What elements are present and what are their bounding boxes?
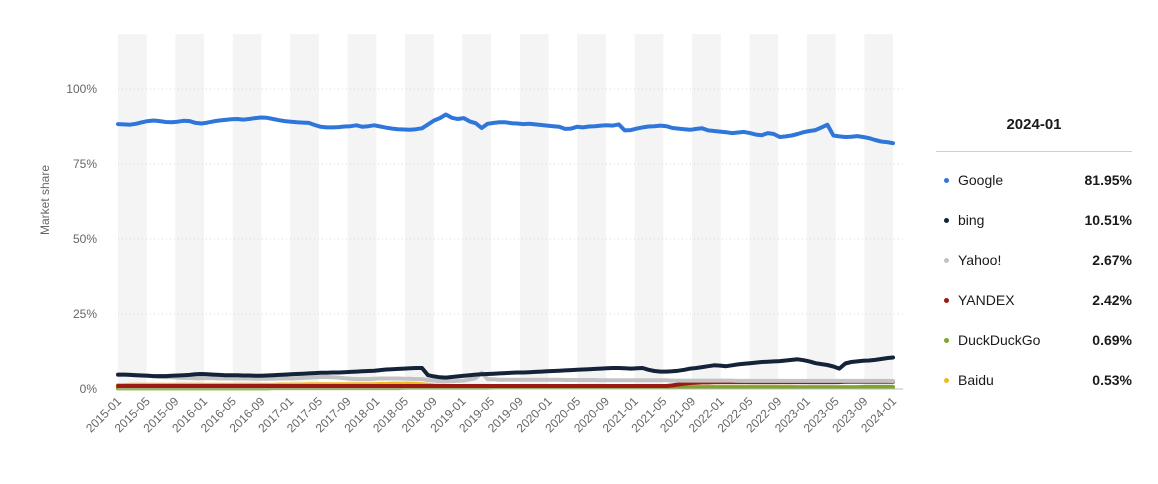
series-line-bing [116, 355, 895, 380]
legend-value: 0.53% [1092, 372, 1132, 388]
legend-row-google: Google 81.95% [936, 160, 1132, 200]
tooltip-panel: 2024-01 Google 81.95% bing 10.51% Yahoo!… [936, 96, 1132, 400]
legend-value: 10.51% [1084, 212, 1132, 228]
grid-band [864, 34, 893, 389]
grid-band [462, 34, 492, 389]
baidu-dot-icon [944, 377, 949, 383]
legend-value: 81.95% [1084, 172, 1132, 188]
legend-row-duckduckgo: DuckDuckGo 0.69% [936, 320, 1132, 360]
legend-name: YANDEX [958, 292, 1015, 308]
panel-title: 2024-01 [936, 96, 1132, 152]
legend-name: bing [958, 212, 985, 228]
legend-name: Yahoo! [958, 252, 1002, 268]
grid-band [806, 34, 836, 389]
series-line-google [116, 112, 895, 146]
grid-band [692, 34, 721, 389]
grid-band [290, 34, 319, 389]
grid-band [405, 34, 434, 389]
y-tick-label: 0% [80, 382, 98, 396]
y-tick-label: 25% [73, 307, 97, 321]
grid-band [634, 34, 664, 389]
legend-row-yahoo: Yahoo! 2.67% [936, 240, 1132, 280]
y-tick-label: 50% [73, 232, 97, 246]
legend-value: 2.67% [1092, 252, 1132, 268]
bing-dot-icon [944, 217, 949, 223]
grid-band [519, 34, 549, 389]
y-axis-label: Market share [38, 165, 52, 235]
yahoo-dot-icon [944, 257, 949, 263]
grid-band [232, 34, 262, 389]
grid-band [347, 34, 377, 389]
legend-name: DuckDuckGo [958, 332, 1041, 348]
legend-row-yandex: YANDEX 2.42% [936, 280, 1132, 320]
yandex-dot-icon [944, 297, 949, 303]
legend-value: 0.69% [1092, 332, 1132, 348]
legend-row-bing: bing 10.51% [936, 200, 1132, 240]
legend-name: Google [958, 172, 1004, 188]
grid-band [175, 34, 205, 389]
y-tick-label: 100% [66, 82, 97, 96]
legend-row-baidu: Baidu 0.53% [936, 360, 1132, 400]
chart-area: 0% 25% 50% 75% 100% Market share 2015-01 2015-0… [38, 34, 903, 435]
series-line-yahoo [116, 370, 895, 384]
grid-band [118, 34, 147, 389]
grid-band [749, 34, 779, 389]
legend-value: 2.42% [1092, 292, 1132, 308]
legend-name: Baidu [958, 372, 994, 388]
y-tick-label: 75% [73, 157, 97, 171]
panel-rows: Google 81.95% bing 10.51% Yahoo! 2.67% Y… [936, 160, 1132, 400]
duckduckgo-dot-icon [944, 337, 949, 343]
grid-band [577, 34, 606, 389]
line-chart: 0%25%50%75%100%Market share2015-012015-0… [38, 34, 903, 435]
google-dot-icon [944, 177, 949, 183]
